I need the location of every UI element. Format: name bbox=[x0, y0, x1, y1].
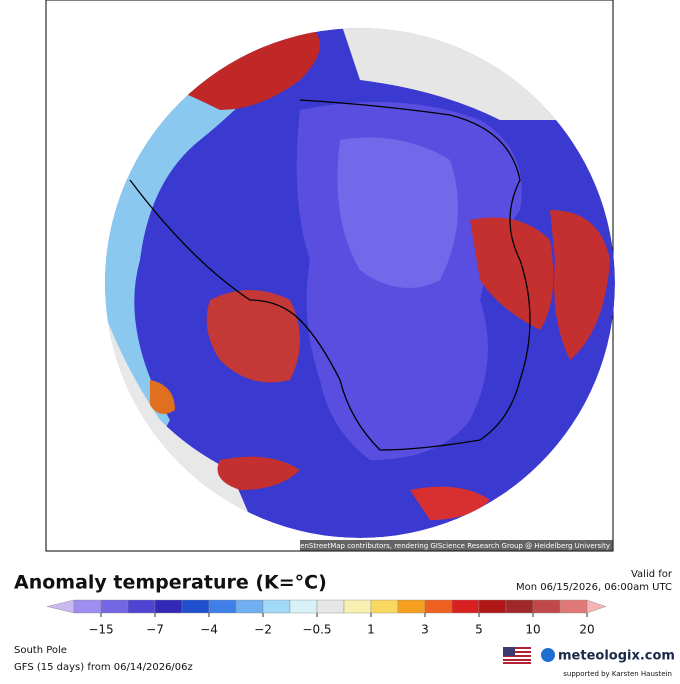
colorbar-tick-label: 1 bbox=[367, 623, 375, 637]
colorbar-swatch bbox=[73, 599, 102, 614]
region: South Pole bbox=[14, 645, 67, 656]
colorbar-swatch bbox=[559, 599, 588, 614]
colorbar-swatch bbox=[46, 599, 75, 614]
colorbar-swatch bbox=[316, 599, 345, 614]
colorbar-tick-label: 3 bbox=[421, 623, 429, 637]
colorbar-swatch bbox=[532, 599, 561, 614]
model-run: GFS (15 days) from 06/14/2026/06z bbox=[14, 662, 193, 673]
colorbar-swatch bbox=[235, 599, 264, 614]
colorbar-tick-label: 5 bbox=[475, 623, 483, 637]
colorbar-swatch bbox=[370, 599, 399, 614]
colorbar-swatch bbox=[100, 599, 129, 614]
colorbar-tick-label: 20 bbox=[579, 623, 594, 637]
colorbar-swatch bbox=[127, 599, 156, 614]
us-flag bbox=[503, 647, 531, 664]
colorbar-swatch bbox=[586, 599, 607, 614]
colorbar-tick-label: −4 bbox=[200, 623, 218, 637]
colorbar-swatch bbox=[208, 599, 237, 614]
colorbar-swatch bbox=[262, 599, 291, 614]
valid-label: Valid for bbox=[631, 569, 673, 580]
colorbar-swatch bbox=[289, 599, 318, 614]
colorbar-tick-label: −0.5 bbox=[302, 623, 331, 637]
colorbar-swatch bbox=[424, 599, 453, 614]
valid-time: Mon 06/15/2026, 06:00am UTC bbox=[516, 582, 672, 593]
colorbar-swatch bbox=[451, 599, 480, 614]
support-credit: supported by Karsten Haustein bbox=[563, 670, 672, 678]
colorbar-swatch bbox=[478, 599, 507, 614]
colorbar-swatch bbox=[343, 599, 372, 614]
brand-icon bbox=[541, 648, 555, 662]
map bbox=[105, 28, 615, 538]
colorbar-tick-label: 10 bbox=[525, 623, 540, 637]
colorbar-swatch bbox=[181, 599, 210, 614]
colorbar-tick-label: −2 bbox=[254, 623, 272, 637]
colorbar-tick-label: −15 bbox=[88, 623, 113, 637]
legend-title: Anomaly temperature (K=°C) bbox=[14, 572, 327, 594]
attribution-bg bbox=[300, 540, 613, 551]
colorbar: −15 −7 −4 −2 −0.5 1 3 5 10 20 bbox=[46, 599, 607, 637]
brand[interactable]: meteologix.com bbox=[558, 649, 675, 664]
colorbar-swatch bbox=[397, 599, 426, 614]
attribution: Map data © OpenStreetMap contributors, r… bbox=[246, 542, 610, 550]
colorbar-swatch bbox=[154, 599, 183, 614]
colorbar-tick-label: −7 bbox=[146, 623, 164, 637]
colorbar-swatch bbox=[505, 599, 534, 614]
